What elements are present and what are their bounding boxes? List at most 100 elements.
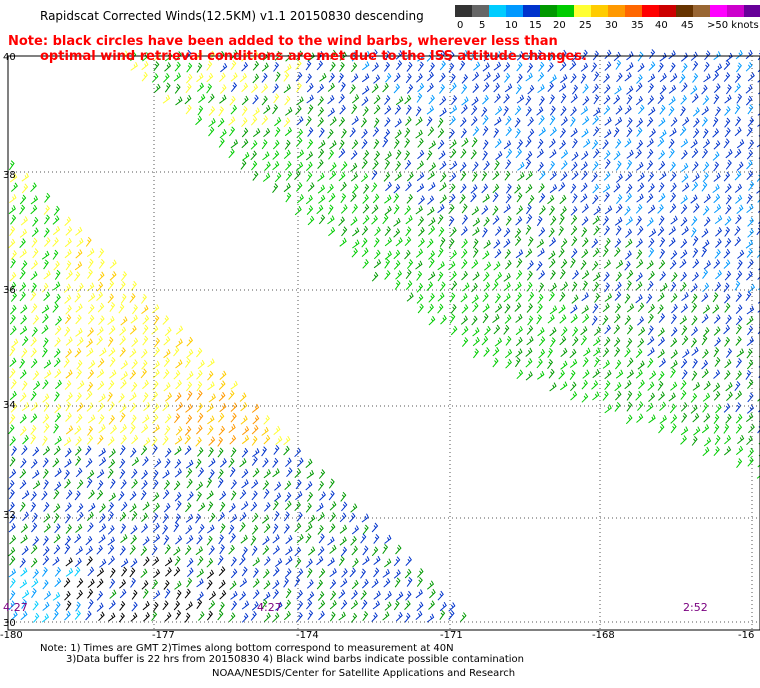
wind-barb (152, 413, 159, 424)
wind-barb (416, 92, 423, 103)
wind-barb (735, 413, 743, 424)
wind-barb (153, 83, 161, 94)
wind-barb (164, 82, 171, 93)
wind-barb (350, 536, 357, 546)
wind-barb (472, 271, 480, 281)
wind-barb (371, 49, 378, 59)
wind-barb (207, 381, 215, 391)
wind-barb (481, 335, 489, 346)
wind-barb (250, 535, 257, 546)
wind-barb (143, 401, 151, 412)
wind-barb (372, 126, 380, 137)
wind-barb (516, 258, 523, 268)
wind-barb (54, 481, 62, 491)
wind-barb (701, 106, 709, 116)
wind-barb (338, 171, 346, 182)
wind-barb (229, 435, 237, 445)
wind-barb (10, 304, 17, 315)
wind-barb (206, 403, 214, 413)
wind-barb (626, 357, 634, 368)
legend-label: 20 (553, 20, 566, 31)
wind-barb (646, 402, 654, 412)
wind-barb (384, 237, 393, 247)
wind-barb (284, 95, 291, 106)
wind-barb (691, 93, 699, 103)
wind-barb (54, 467, 62, 478)
wind-barb (329, 162, 337, 172)
wind-barb (548, 291, 555, 302)
wind-barb (152, 380, 159, 391)
wind-barb (646, 293, 653, 304)
wind-barb (88, 502, 96, 512)
wind-barb (261, 426, 269, 436)
wind-barb (670, 381, 678, 391)
wind-barb (306, 579, 314, 589)
wind-barb (338, 611, 346, 621)
wind-barb (550, 269, 556, 280)
wind-barb (472, 247, 479, 258)
wind-barb (448, 62, 455, 73)
wind-barb (86, 511, 94, 521)
wind-barb (129, 293, 136, 303)
wind-barb (680, 238, 688, 249)
wind-barb (637, 326, 646, 336)
wind-barb (351, 579, 359, 590)
wind-barb (604, 61, 612, 71)
wind-barb (670, 349, 678, 359)
wind-barb (77, 380, 85, 390)
wind-barb (108, 612, 116, 622)
wind-barb (514, 281, 522, 291)
wind-barb (549, 149, 557, 159)
wind-barb (448, 261, 456, 271)
wind-barb (570, 257, 576, 268)
wind-barb (185, 403, 193, 413)
wind-barb (19, 392, 27, 402)
wind-barb (153, 502, 160, 513)
wind-barb (196, 381, 203, 392)
wind-barb (30, 544, 38, 555)
wind-barb (635, 272, 643, 282)
wind-barb (461, 238, 468, 249)
wind-barb (108, 555, 115, 566)
wind-barb (692, 358, 698, 369)
wind-barb (218, 391, 226, 402)
wind-barb (64, 458, 72, 468)
wind-barb (615, 390, 622, 401)
wind-barb (723, 403, 731, 413)
wind-barb (186, 381, 193, 392)
wind-barb (241, 117, 248, 128)
wind-barb (616, 194, 623, 205)
wind-barb (163, 349, 171, 359)
wind-barb (702, 282, 710, 292)
wind-barb (417, 216, 425, 227)
wind-barb (19, 579, 28, 589)
wind-barb (186, 567, 194, 578)
wind-barb (218, 380, 226, 390)
wind-barb (582, 83, 589, 94)
wind-barb (262, 568, 270, 579)
wind-barb (527, 291, 535, 302)
wind-barb (714, 281, 722, 292)
wind-barb (680, 95, 687, 105)
wind-barb (494, 271, 503, 282)
wind-barb (120, 316, 128, 326)
wind-barb (21, 589, 30, 599)
wind-barb (152, 424, 160, 434)
wind-barb (714, 248, 721, 259)
wind-barb (32, 315, 40, 325)
wind-barb (43, 523, 51, 533)
wind-barb (736, 348, 745, 358)
wind-barb (724, 358, 732, 369)
wind-barb (549, 160, 556, 171)
wind-barb (261, 83, 269, 94)
wind-barb (65, 270, 73, 280)
wind-barb (274, 481, 282, 491)
wind-barb (393, 600, 400, 611)
wind-barb (63, 437, 72, 447)
wind-barb-layer (8, 49, 760, 623)
wind-barb (272, 589, 279, 599)
wind-barb (616, 72, 623, 83)
wind-barb (120, 371, 128, 381)
wind-barb (173, 600, 181, 611)
wind-barb (614, 116, 623, 126)
